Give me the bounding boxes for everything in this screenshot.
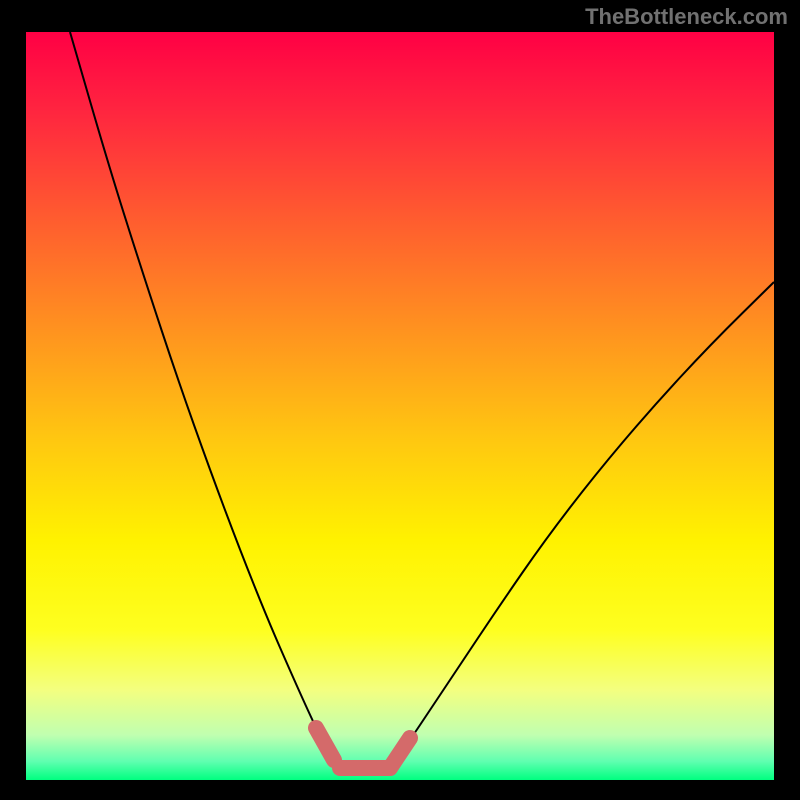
bottleneck-chart	[0, 0, 800, 800]
chart-plot-area	[26, 32, 774, 780]
watermark-text: TheBottleneck.com	[585, 4, 788, 30]
chart-container: TheBottleneck.com	[0, 0, 800, 800]
